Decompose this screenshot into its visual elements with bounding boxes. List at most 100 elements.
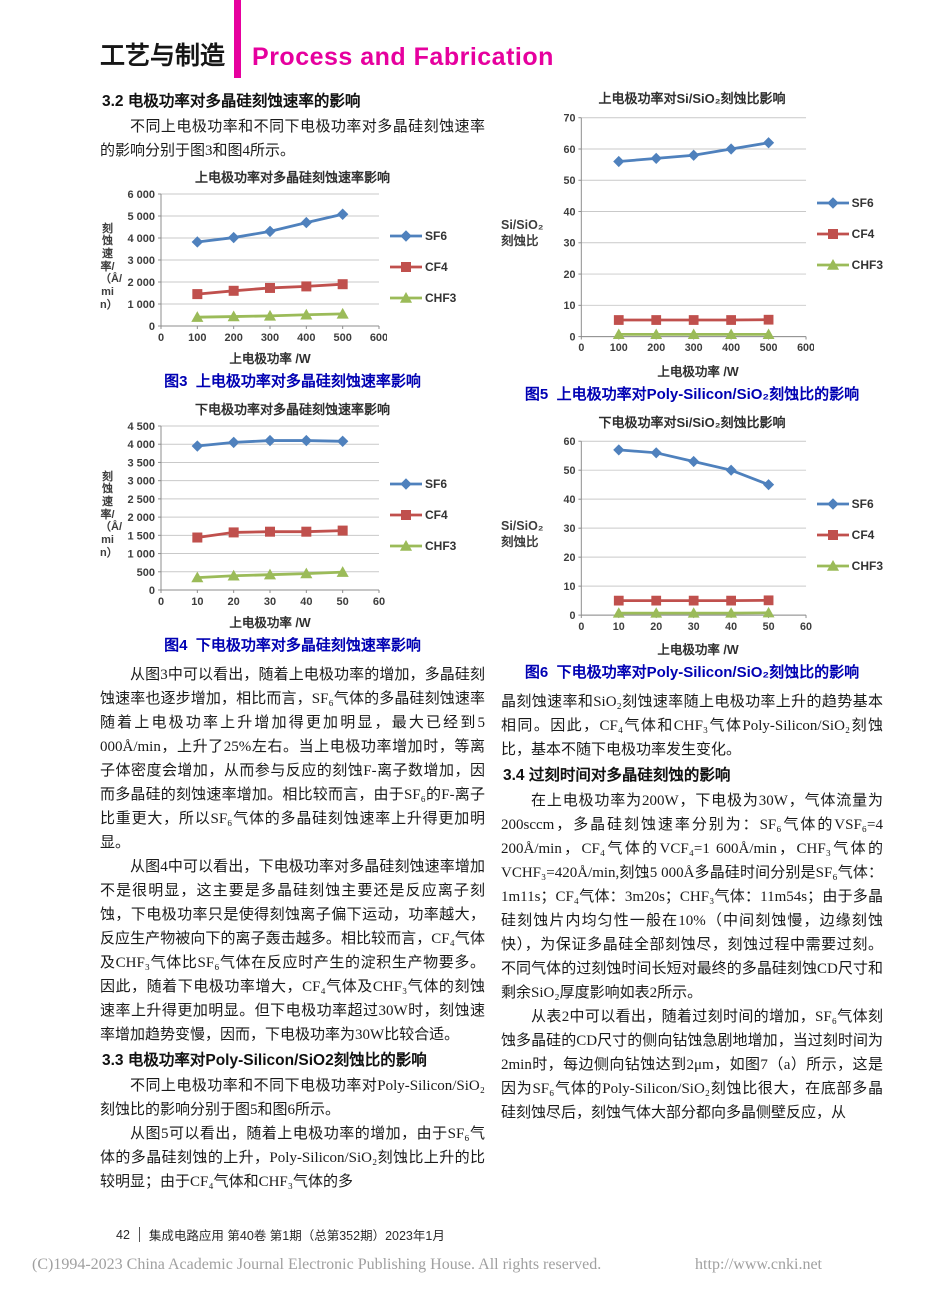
series-CF4-point	[228, 527, 239, 538]
legend-label-CHF3: CHF3	[425, 291, 457, 305]
series-SF6-point	[725, 143, 737, 155]
header-title-cn: 工艺与制造	[100, 42, 226, 70]
series-CF4-point	[726, 315, 736, 325]
svg-text:20: 20	[563, 552, 575, 564]
svg-text:50: 50	[762, 621, 774, 633]
svg-text:20: 20	[228, 596, 240, 608]
CF4-marker-icon	[816, 229, 849, 239]
series-SF6-point	[687, 149, 700, 161]
series-CF4-point	[337, 525, 348, 536]
paragraph-intro-fig3-4: 不同上电极功率和不同下电极功率对多晶硅刻蚀速率的影响分别于图3和图4所示。	[100, 119, 485, 159]
series-CHF3-point	[725, 607, 737, 618]
series-CF4-point	[192, 532, 203, 543]
svg-text:5 000: 5 000	[127, 211, 155, 223]
svg-text:4 000: 4 000	[127, 439, 155, 451]
svg-text:30: 30	[563, 238, 575, 250]
figure3-chart: 上电极功率对多晶硅刻蚀速率影响 刻蚀速率/（Å/min） 0 1 000 2 000…	[100, 167, 485, 367]
svg-text:40: 40	[725, 621, 737, 633]
svg-text:20: 20	[563, 269, 575, 281]
page-header: 工艺与制造 Process and Fabrication	[100, 0, 554, 78]
figure5-title: 上电极功率对Si/SiO₂刻蚀比影响	[598, 91, 786, 106]
figure4-legend: SF6 CF4 CHF3	[389, 477, 456, 553]
paragraph-fig4-discussion: 从图4中可以看出，下电极功率对多晶硅刻蚀速率增加不是很明显，这主要是多晶硅刻蚀主…	[100, 859, 485, 1043]
series-CHF3-point	[650, 328, 662, 339]
legend-item-CHF3: CHF3	[816, 258, 883, 272]
figure3-y-axis-label: 刻蚀速率/（Å/min）	[100, 222, 122, 311]
series-SF6-point	[227, 231, 240, 244]
SF6-marker-icon	[390, 230, 422, 242]
svg-text:70: 70	[563, 113, 575, 125]
header-accent-bar	[234, 0, 242, 78]
legend-label-SF6: SF6	[425, 229, 448, 243]
figure4-y-axis-label: 刻蚀速率/（Å/min）	[100, 470, 122, 559]
svg-text:10: 10	[563, 300, 575, 312]
legend-item-CF4: CF4	[389, 508, 456, 522]
section-heading-3-4: 3.4 过刻时间对多晶硅刻蚀的影响	[503, 767, 731, 784]
svg-text:600: 600	[797, 342, 814, 354]
section-heading-3-3: 3.3 电极功率对Poly-Silicon/SiO2刻蚀比的影响	[102, 1052, 427, 1069]
svg-text:40: 40	[563, 494, 575, 506]
svg-text:0: 0	[578, 621, 584, 633]
svg-text:40: 40	[300, 596, 312, 608]
figure3-title: 上电极功率对多晶硅刻蚀速率影响	[194, 170, 390, 185]
svg-text:300: 300	[685, 342, 703, 354]
figure5-x-axis-label: 上电极功率 /W	[657, 365, 739, 379]
series-CHF3-point	[687, 607, 700, 618]
svg-text:3 000: 3 000	[127, 255, 155, 267]
series-SF6-point	[687, 455, 700, 468]
figure4-x-axis-label: 上电极功率 /W	[229, 616, 311, 630]
legend-item-CF4: CF4	[816, 528, 883, 542]
figure5-plot: 0 10 20 30 40 50 60 70 0 100 200 300 400 500 600	[563, 113, 814, 355]
series-SF6-point	[762, 137, 774, 149]
footer-url: http://www.cnki.net	[695, 1256, 822, 1273]
two-column-body: 3.2 电极功率对多晶硅刻蚀速率的影响 不同上电极功率和不同下电极功率对多晶硅刻…	[100, 88, 883, 1194]
series-SF6-point	[300, 434, 313, 447]
SF6-marker-icon	[816, 498, 849, 510]
legend-item-SF6: SF6	[389, 477, 456, 491]
svg-text:2 000: 2 000	[127, 512, 155, 524]
svg-text:10: 10	[563, 581, 575, 593]
svg-text:50: 50	[563, 465, 575, 477]
footer-copyright-line: (C)1994-2023 China Academic Journal Elec…	[32, 1256, 822, 1274]
svg-text:100: 100	[188, 332, 206, 344]
series-SF6-point	[613, 155, 625, 168]
legend-label-SF6: SF6	[851, 497, 874, 511]
header-title-en: Process and Fabrication	[252, 43, 554, 71]
series-CHF3-point	[263, 568, 277, 580]
legend-item-CF4: CF4	[389, 260, 456, 274]
CF4-marker-icon	[390, 510, 422, 520]
series-CHF3-point	[300, 567, 313, 579]
svg-text:1 000: 1 000	[127, 549, 155, 561]
legend-item-CHF3: CHF3	[389, 539, 456, 553]
figure4-title: 下电极功率对多晶硅刻蚀速率影响	[194, 402, 390, 417]
series-CF4-point	[726, 595, 736, 606]
series-SF6-point	[191, 236, 204, 248]
svg-text:600: 600	[370, 332, 387, 344]
figure4-chart: 下电极功率对多晶硅刻蚀速率影响 刻蚀速率/（Å/min） 0 500 1 000 1 …	[100, 399, 485, 631]
series-CF4-point	[688, 595, 699, 606]
series-SF6-point	[725, 464, 737, 476]
series-SF6-point	[336, 208, 349, 220]
figure5-y-axis-label: Si/SiO₂ 刻蚀比	[501, 218, 544, 248]
legend-label-CF4: CF4	[425, 508, 448, 522]
series-CHF3-point	[191, 571, 204, 583]
series-CF4-point	[651, 595, 661, 606]
figure5-legend: SF6 CF4 CHF3	[816, 196, 883, 272]
series-CHF3-point	[612, 607, 625, 618]
series-CF4-point	[613, 315, 624, 325]
CHF3-marker-icon	[816, 259, 849, 270]
svg-text:0: 0	[158, 596, 164, 608]
series-CHF3-point	[227, 310, 240, 322]
series-CHF3-point	[227, 569, 240, 581]
legend-label-CF4: CF4	[851, 528, 875, 542]
svg-text:60: 60	[563, 436, 575, 448]
svg-text:10: 10	[191, 596, 203, 608]
footer-divider	[138, 1227, 140, 1242]
svg-text:60: 60	[563, 144, 575, 156]
series-SF6-point	[227, 436, 240, 449]
legend-label-CF4: CF4	[425, 260, 448, 274]
CF4-marker-icon	[816, 530, 849, 540]
figure4-caption: 图4 下电极功率对多晶硅刻蚀速率影响	[164, 637, 421, 654]
series-SF6-point	[650, 447, 662, 459]
